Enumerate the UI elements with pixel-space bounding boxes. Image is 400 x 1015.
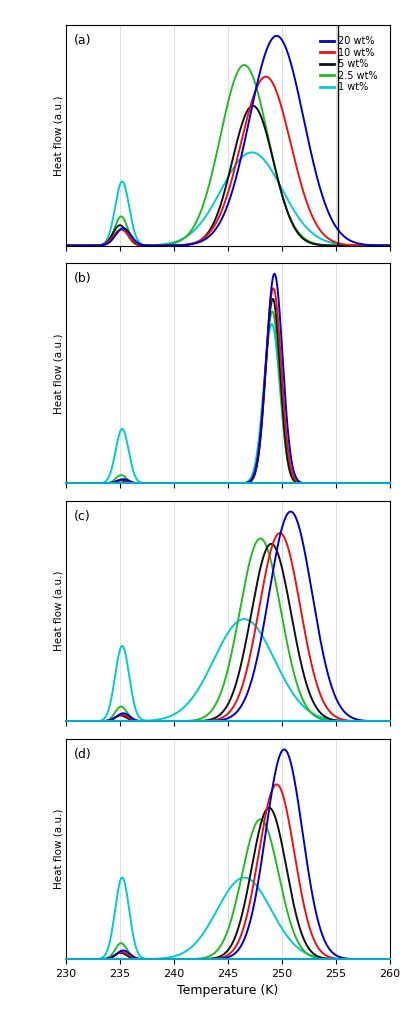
Text: (d): (d) xyxy=(74,748,92,761)
Text: (c): (c) xyxy=(74,510,91,523)
Text: (a): (a) xyxy=(74,35,92,47)
Legend: 20 wt%, 10 wt%, 5 wt%, 2.5 wt%, 1 wt%: 20 wt%, 10 wt%, 5 wt%, 2.5 wt%, 1 wt% xyxy=(316,32,382,96)
X-axis label: Temperature (K): Temperature (K) xyxy=(177,985,279,998)
Text: (b): (b) xyxy=(74,272,92,285)
Y-axis label: Heat flow (a.u.): Heat flow (a.u.) xyxy=(53,333,63,413)
Y-axis label: Heat flow (a.u.): Heat flow (a.u.) xyxy=(53,571,63,652)
Y-axis label: Heat flow (a.u.): Heat flow (a.u.) xyxy=(53,95,63,176)
Y-axis label: Heat flow (a.u.): Heat flow (a.u.) xyxy=(53,809,63,889)
